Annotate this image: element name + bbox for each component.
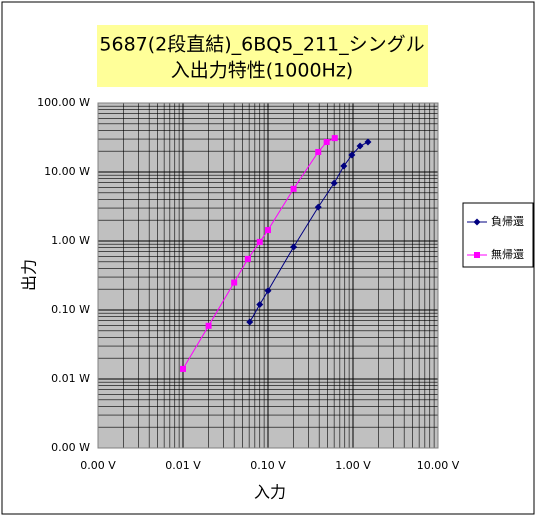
y-tick-label: 0.00 W bbox=[51, 441, 90, 454]
data-point bbox=[314, 203, 322, 211]
y-tick-label: 100.00 W bbox=[37, 96, 90, 109]
x-tick-label: 10.00 V bbox=[417, 459, 460, 472]
legend-marker bbox=[474, 252, 480, 258]
legend-label: 無帰還 bbox=[491, 247, 524, 261]
legend-marker bbox=[473, 218, 481, 226]
title-box bbox=[97, 25, 428, 87]
data-point bbox=[246, 318, 254, 326]
x-tick-label: 1.00 V bbox=[335, 459, 371, 472]
data-point bbox=[364, 138, 372, 146]
data-point bbox=[356, 142, 364, 150]
y-tick-label: 0.10 W bbox=[51, 303, 90, 316]
data-point bbox=[290, 185, 297, 192]
chart-title: 5687(2段直結)_6BQ5_211_シングル bbox=[99, 34, 424, 56]
plot-border bbox=[97, 102, 439, 449]
data-point bbox=[340, 162, 348, 170]
y-tick-label: 10.00 W bbox=[44, 165, 90, 178]
y-axis-title: 出力 bbox=[20, 259, 39, 291]
x-axis-title: 入力 bbox=[254, 483, 286, 502]
data-point bbox=[244, 255, 251, 262]
series-line bbox=[182, 137, 335, 370]
data-point bbox=[264, 287, 272, 295]
y-tick-label: 1.00 W bbox=[51, 234, 90, 247]
data-point bbox=[180, 365, 186, 372]
x-tick-label: 0.00 V bbox=[80, 459, 116, 472]
y-tick-label: 0.01 W bbox=[51, 372, 90, 385]
x-tick-label: 0.10 V bbox=[250, 459, 286, 472]
x-tick-label: 0.01 V bbox=[165, 459, 201, 472]
series-line bbox=[249, 141, 369, 323]
data-point bbox=[323, 139, 330, 146]
data-point bbox=[315, 148, 322, 155]
data-point bbox=[331, 135, 338, 142]
chart-title: 入出力特性(1000Hz) bbox=[171, 60, 353, 82]
data-point bbox=[256, 301, 264, 309]
data-point bbox=[231, 279, 238, 286]
data-point bbox=[256, 238, 263, 245]
data-point bbox=[330, 179, 338, 187]
data-point bbox=[205, 322, 212, 329]
data-point bbox=[265, 227, 271, 234]
legend-label: 負帰還 bbox=[491, 215, 524, 228]
data-point bbox=[348, 151, 356, 159]
data-point bbox=[290, 243, 298, 251]
